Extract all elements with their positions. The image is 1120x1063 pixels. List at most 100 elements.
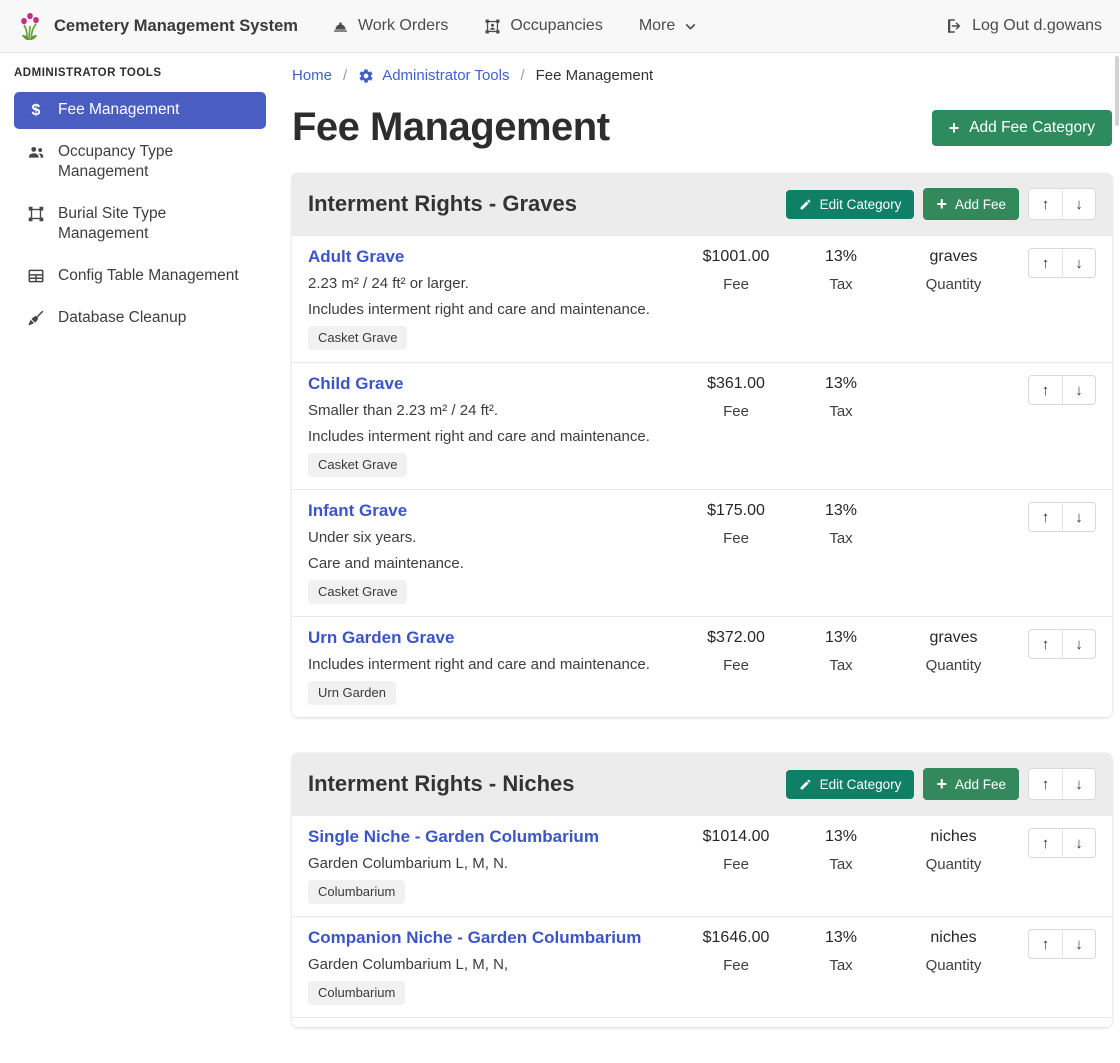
category-title: Interment Rights - Graves [308, 191, 577, 217]
sidebar-item-occupancy-type-management[interactable]: Occupancy Type Management [14, 134, 266, 191]
fee-tax-value: 13% [791, 828, 891, 846]
fee-row: Urn Garden Grave Includes interment righ… [292, 616, 1112, 717]
logout-label: Log Out d.gowans [972, 17, 1102, 35]
add-fee-button[interactable]: + Add Fee [923, 188, 1019, 220]
category-title: Interment Rights - Niches [308, 771, 574, 797]
main-content: Home / Administrator Tools / Fee Managem… [278, 53, 1120, 1063]
move-fee-down-button[interactable]: ↓ [1062, 930, 1095, 958]
breadcrumb-admin-link[interactable]: Administrator Tools [358, 67, 509, 84]
fee-badge-line: Casket Grave [308, 580, 673, 604]
nav-item-more[interactable]: More [639, 17, 697, 35]
fee-tax-value: 13% [791, 502, 891, 520]
fee-reorder-group: ↑ ↓ [1028, 828, 1096, 858]
chevron-down-icon [684, 20, 697, 33]
move-fee-up-button[interactable]: ↑ [1029, 630, 1062, 658]
fee-reorder-cell: ↑ ↓ [1016, 246, 1096, 278]
add-fee-category-button[interactable]: + Add Fee Category [932, 110, 1112, 146]
nav-item-work-orders[interactable]: Work Orders [332, 17, 448, 35]
sidebar-item-fee-management[interactable]: $Fee Management [14, 92, 266, 129]
fee-description: Care and maintenance. [308, 554, 673, 574]
breadcrumb-home-link[interactable]: Home [292, 67, 332, 84]
fee-name-link[interactable]: Urn Garden Grave [308, 628, 454, 648]
move-fee-up-button[interactable]: ↑ [1029, 829, 1062, 857]
tax-label: Tax [791, 276, 891, 293]
sidebar-item-burial-site-type-management[interactable]: Burial Site Type Management [14, 196, 266, 253]
move-fee-up-button[interactable]: ↑ [1029, 249, 1062, 277]
edit-category-button[interactable]: Edit Category [786, 190, 915, 219]
vector-square-icon [26, 205, 46, 223]
fee-badge-line: Urn Garden [308, 681, 673, 705]
nav-item-occupancies[interactable]: Occupancies [484, 17, 603, 35]
category-reorder-group: ↑ ↓ [1028, 188, 1096, 220]
fee-name-link[interactable]: Child Grave [308, 374, 403, 394]
move-fee-down-button[interactable]: ↓ [1062, 376, 1095, 404]
fee-details: Urn Garden Grave Includes interment righ… [308, 627, 681, 705]
fee-reorder-cell: ↑ ↓ [1016, 927, 1096, 959]
move-fee-down-button[interactable]: ↓ [1062, 630, 1095, 658]
move-fee-up-button[interactable]: ↑ [1029, 930, 1062, 958]
fee-reorder-cell: ↑ ↓ [1016, 627, 1096, 659]
fee-name-link[interactable]: Adult Grave [308, 247, 404, 267]
fee-tax-value: 13% [791, 629, 891, 647]
fee-amount-column: $175.00 Fee [681, 500, 791, 547]
plus-icon: + [936, 775, 947, 793]
broom-icon [26, 309, 46, 327]
fee-type-badge: Casket Grave [308, 326, 407, 350]
sidebar-item-database-cleanup[interactable]: Database Cleanup [14, 300, 266, 337]
fee-amount-value: $1001.00 [681, 248, 791, 266]
move-fee-down-button[interactable]: ↓ [1062, 249, 1095, 277]
edit-category-button[interactable]: Edit Category [786, 770, 915, 799]
main-nav: Work Orders Occupancies More [332, 17, 697, 35]
fee-quantity-value: graves [891, 248, 1016, 266]
move-category-down-button[interactable]: ↓ [1062, 189, 1095, 219]
fee-badge-line: Casket Grave [308, 326, 673, 350]
fee-quantity-column [891, 373, 1016, 375]
tulip-logo-icon [18, 11, 44, 41]
fee-details: Child Grave Smaller than 2.23 m² / 24 ft… [308, 373, 681, 477]
fee-label: Fee [681, 856, 791, 873]
scrollbar-thumb[interactable] [1115, 56, 1119, 126]
add-fee-button[interactable]: + Add Fee [923, 768, 1019, 800]
quantity-label: Quantity [891, 276, 1016, 293]
fee-name-link[interactable]: Infant Grave [308, 501, 407, 521]
fee-row: Infant Grave Under six years. Care and ma… [292, 489, 1112, 616]
fee-name-link[interactable]: Companion Niche - Garden Columbarium [308, 928, 641, 948]
quantity-label: Quantity [891, 856, 1016, 873]
fee-label: Fee [681, 957, 791, 974]
fee-amount-value: $361.00 [681, 375, 791, 393]
move-category-up-button[interactable]: ↑ [1029, 769, 1062, 799]
occupancy-frame-icon [484, 18, 501, 35]
move-category-down-button[interactable]: ↓ [1062, 769, 1095, 799]
quantity-label: Quantity [891, 957, 1016, 974]
move-category-up-button[interactable]: ↑ [1029, 189, 1062, 219]
move-fee-up-button[interactable]: ↑ [1029, 503, 1062, 531]
breadcrumb-separator: / [520, 67, 524, 84]
admin-sidebar: ADMINISTRATOR TOOLS $Fee ManagementOccup… [0, 53, 278, 342]
dollar-icon: $ [26, 101, 46, 120]
fee-name-link[interactable]: Single Niche - Garden Columbarium [308, 827, 599, 847]
fee-badge-line: Columbarium [308, 880, 673, 904]
move-fee-up-button[interactable]: ↑ [1029, 376, 1062, 404]
fee-type-badge: Columbarium [308, 880, 405, 904]
move-fee-down-button[interactable]: ↓ [1062, 829, 1095, 857]
fee-quantity-value: niches [891, 929, 1016, 947]
fee-description: 2.23 m² / 24 ft² or larger. [308, 274, 673, 294]
fee-amount-value: $1014.00 [681, 828, 791, 846]
fee-amount-value: $175.00 [681, 502, 791, 520]
fee-type-badge: Urn Garden [308, 681, 396, 705]
fee-type-badge: Columbarium [308, 981, 405, 1005]
move-fee-down-button[interactable]: ↓ [1062, 503, 1095, 531]
fee-tax-column: 13% Tax [791, 246, 891, 293]
fee-description: Under six years. [308, 528, 673, 548]
app-brand: Cemetery Management System [18, 11, 298, 41]
table-icon [26, 267, 46, 285]
fee-label: Fee [681, 276, 791, 293]
fee-description: Includes interment right and care and ma… [308, 655, 673, 675]
fee-amount-column: $361.00 Fee [681, 373, 791, 420]
category-header: Interment Rights - Niches Edit Category … [292, 753, 1112, 815]
fee-tax-value: 13% [791, 248, 891, 266]
sign-out-icon [945, 17, 963, 35]
fee-quantity-column: graves Quantity [891, 246, 1016, 293]
logout-link[interactable]: Log Out d.gowans [945, 17, 1102, 35]
sidebar-item-config-table-management[interactable]: Config Table Management [14, 258, 266, 295]
